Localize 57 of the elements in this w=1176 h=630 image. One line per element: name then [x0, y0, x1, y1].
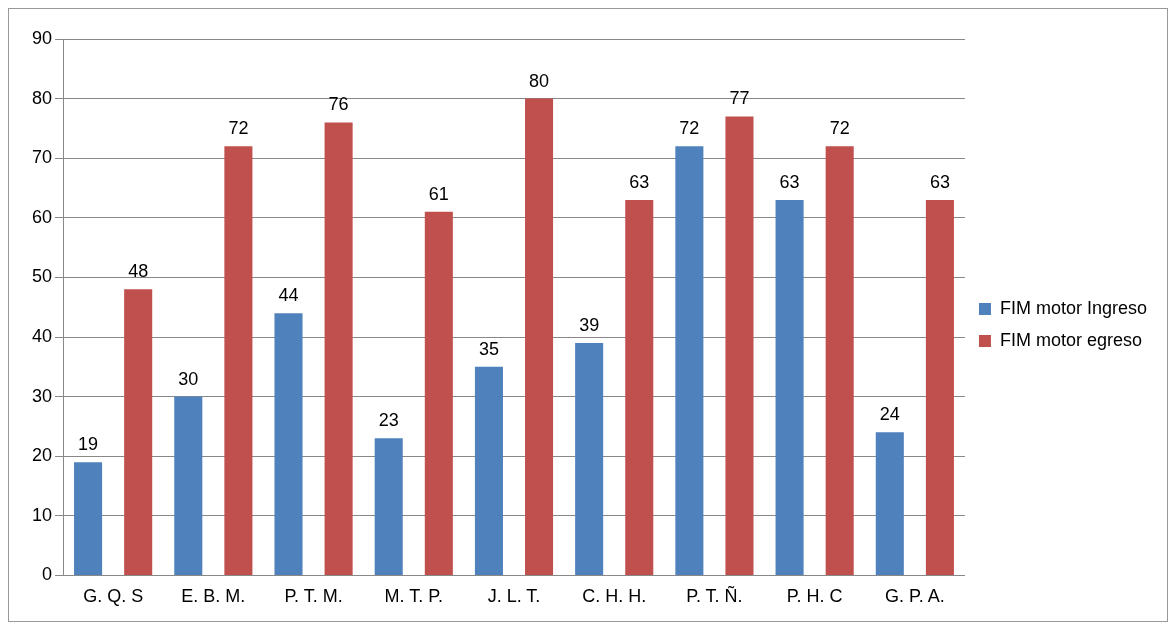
x-tick-label: M. T. P. [384, 586, 443, 607]
bar [675, 146, 704, 575]
y-tick-label: 70 [31, 147, 53, 168]
data-label: 35 [478, 338, 499, 359]
x-tick-label: P. T. M. [284, 586, 343, 607]
bar [575, 342, 604, 575]
y-tick-label: 80 [31, 87, 53, 108]
x-tick-label: G. P. A. [884, 586, 945, 607]
data-label: 63 [929, 171, 950, 192]
data-label: 72 [228, 118, 249, 139]
y-tick-label: 50 [31, 266, 53, 287]
data-label: 63 [629, 171, 650, 192]
bar [374, 438, 403, 575]
data-label: 80 [529, 70, 550, 91]
bar [174, 396, 203, 575]
bar [274, 313, 303, 575]
bar [74, 462, 103, 575]
bar [324, 122, 353, 575]
data-label: 44 [278, 285, 299, 306]
bar [875, 432, 904, 575]
y-tick-label: 40 [31, 325, 53, 346]
data-label: 72 [679, 118, 700, 139]
bar [474, 366, 503, 575]
bar [725, 116, 754, 575]
data-label: 48 [128, 261, 149, 282]
bar [625, 199, 654, 575]
y-tick-label: 10 [31, 504, 53, 525]
bar [124, 289, 153, 575]
data-label: 76 [328, 94, 349, 115]
legend-label: FIM motor egreso [999, 329, 1143, 350]
bar [525, 98, 554, 575]
legend-label: FIM motor Ingreso [999, 297, 1148, 318]
x-tick-label: C. H. H. [582, 586, 647, 607]
data-label: 77 [729, 88, 750, 109]
x-tick-label: G. Q. S [83, 586, 144, 607]
x-tick-label: E. B. M. [181, 586, 246, 607]
data-label: 63 [779, 171, 800, 192]
x-tick-label: P. T. Ñ. [686, 585, 743, 607]
data-label: 24 [879, 404, 900, 425]
data-label: 72 [829, 118, 850, 139]
bar [925, 199, 954, 575]
bar [224, 146, 253, 575]
data-label: 23 [378, 410, 399, 431]
bar [825, 146, 854, 575]
bar [424, 211, 453, 575]
bar [775, 199, 804, 575]
y-tick-label: 90 [31, 27, 53, 48]
y-tick-label: 60 [31, 206, 53, 227]
y-tick-label: 0 [42, 564, 53, 585]
x-tick-label: J. L. T. [487, 586, 541, 607]
y-tick-label: 30 [31, 385, 53, 406]
data-label: 39 [579, 314, 600, 335]
data-label: 61 [428, 183, 449, 204]
y-tick-label: 20 [31, 445, 53, 466]
data-label: 30 [178, 368, 199, 389]
x-tick-label: P. H. C [786, 586, 843, 607]
data-label: 19 [78, 434, 99, 455]
